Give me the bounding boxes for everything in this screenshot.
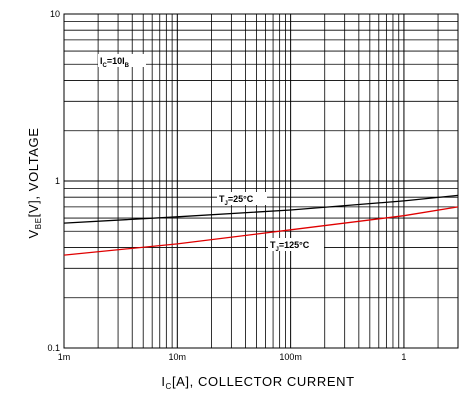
y-tick-label: 0.1 xyxy=(47,343,60,353)
x-tick-label: 10m xyxy=(169,352,187,362)
condition-label: IC=10IB xyxy=(98,54,146,69)
series-label-25c-text: TJ=25°C xyxy=(219,194,254,207)
y-tick-label: 10 xyxy=(50,9,60,19)
series-label-125c-bg xyxy=(268,238,324,251)
x-tick-label: 1 xyxy=(401,352,406,362)
series-label-125c-text: TJ=125°C xyxy=(270,240,310,253)
series-layer xyxy=(63,194,459,256)
x-tick-label: 1m xyxy=(58,352,71,362)
condition-label-bg xyxy=(98,54,146,67)
y-axis-title: VBE[V], VOLTAGE xyxy=(26,128,43,239)
series-line-25c xyxy=(63,194,459,224)
y-tick-labels: 0.1 1 10 xyxy=(47,9,60,353)
series-label-25c-bg xyxy=(217,192,267,205)
series-label-125c: TJ=125°C xyxy=(268,238,324,253)
plot-frame xyxy=(63,13,459,349)
x-tick-label: 100m xyxy=(279,352,302,362)
series-label-25c: TJ=25°C xyxy=(217,192,267,207)
series-line-125c xyxy=(63,206,459,256)
condition-label-text: IC=10IB xyxy=(100,56,130,69)
y-tick-label: 1 xyxy=(55,176,60,186)
x-tick-labels: 1m 10m 100m 1 xyxy=(58,352,407,362)
x-axis-title: IC[A], COLLECTOR CURRENT xyxy=(161,374,354,391)
